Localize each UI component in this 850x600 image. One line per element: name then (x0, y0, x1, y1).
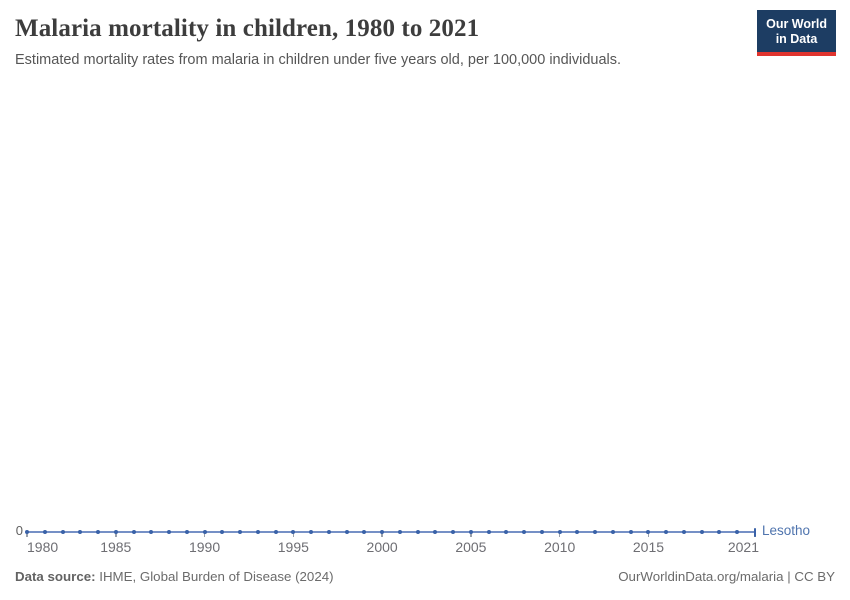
footer-url[interactable]: OurWorldinData.org/malaria (618, 569, 784, 584)
chart-title: Malaria mortality in children, 1980 to 2… (15, 15, 480, 42)
data-point[interactable] (433, 530, 438, 534)
data-point[interactable] (113, 530, 118, 534)
data-point[interactable] (149, 530, 154, 534)
x-axis-tick-label: 1990 (188, 539, 221, 555)
data-point[interactable] (25, 530, 29, 534)
chart-subtitle: Estimated mortality rates from malaria i… (15, 52, 622, 68)
data-source-note: Data source: IHME, Global Burden of Dise… (15, 568, 334, 585)
data-point[interactable] (646, 530, 651, 534)
data-point[interactable] (167, 530, 172, 534)
x-axis-tick-label: 2021 (727, 539, 759, 555)
data-source-label: Data source: (15, 569, 96, 584)
x-axis-tick-mark (558, 533, 561, 537)
data-point[interactable] (451, 530, 456, 534)
data-source-text: IHME, Global Burden of Disease (2024) (95, 569, 334, 584)
footer-license[interactable]: CC BY (794, 569, 835, 584)
x-axis-tick-label: 2015 (632, 539, 665, 555)
data-point[interactable] (415, 530, 420, 534)
data-point[interactable] (539, 530, 544, 534)
data-point[interactable] (362, 530, 367, 534)
data-point[interactable] (273, 530, 278, 534)
data-point[interactable] (397, 530, 402, 534)
x-axis-tick-label: 1980 (27, 539, 59, 555)
data-point[interactable] (238, 530, 243, 534)
owid-logo[interactable]: Our World in Data (757, 10, 836, 56)
data-point[interactable] (326, 530, 331, 534)
data-point[interactable] (664, 530, 669, 534)
data-point[interactable] (380, 530, 385, 534)
x-axis-tick-mark (115, 533, 117, 537)
data-point[interactable] (202, 530, 207, 534)
data-point[interactable] (309, 530, 314, 534)
data-point[interactable] (468, 530, 473, 534)
data-point[interactable] (78, 530, 83, 534)
plot-area[interactable]: 0 Lesotho 1980 1985 1990 1995 2000 2005 2010 20… (0, 80, 850, 558)
data-point[interactable] (486, 530, 491, 534)
x-axis-tick-label: 2005 (455, 539, 487, 555)
x-axis-tick-mark (470, 533, 472, 537)
data-point[interactable] (42, 530, 47, 534)
x-axis-tick-mark (647, 533, 650, 537)
x-axis-tick-mark (292, 533, 295, 537)
x-axis-tick-mark (26, 533, 28, 537)
data-point[interactable] (96, 530, 101, 534)
entity-label[interactable]: Lesotho (762, 523, 811, 538)
x-axis-tick-label: 2000 (366, 539, 398, 555)
footer-attribution: OurWorldinData.org/malaria | CC BY (618, 568, 835, 585)
x-axis-tick-mark (381, 533, 383, 537)
data-point[interactable] (735, 530, 740, 534)
x-axis-tick-mark (203, 533, 206, 537)
data-point[interactable] (699, 530, 704, 534)
data-point[interactable] (291, 530, 296, 534)
data-point[interactable] (557, 530, 562, 534)
data-point[interactable] (717, 530, 722, 534)
data-point[interactable] (60, 530, 65, 534)
owid-logo-line2: in Data (775, 32, 818, 46)
data-point[interactable] (522, 530, 527, 534)
x-axis-tick-label: 1995 (277, 539, 309, 555)
data-point[interactable] (593, 530, 598, 534)
data-point[interactable] (504, 530, 509, 534)
data-point[interactable] (628, 530, 633, 534)
data-point[interactable] (575, 530, 580, 534)
data-point[interactable] (681, 530, 686, 534)
data-point[interactable] (220, 530, 225, 534)
data-point[interactable] (344, 530, 349, 534)
chart-header: Malaria mortality in children, 1980 to 2… (0, 0, 850, 70)
footer-divider: | (783, 569, 795, 584)
y-axis-tick-label: 0 (15, 523, 23, 538)
owid-logo-line1: Our World (766, 17, 827, 31)
chart-footer: Data source: IHME, Global Burden of Dise… (15, 568, 835, 585)
data-point[interactable] (255, 530, 260, 534)
series-line (27, 531, 755, 533)
data-point[interactable] (184, 530, 189, 534)
data-point[interactable] (131, 530, 136, 534)
x-axis-tick-label: 1985 (100, 539, 132, 555)
series-end-marker[interactable] (754, 527, 756, 537)
x-axis-tick-label: 2010 (544, 539, 576, 555)
data-point[interactable] (610, 530, 615, 534)
